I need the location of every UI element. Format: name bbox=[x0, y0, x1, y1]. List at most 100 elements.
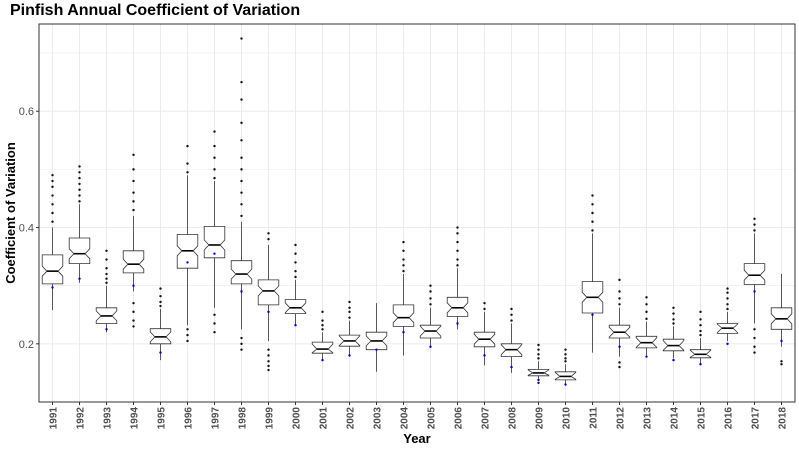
x-tick-label: 1992 bbox=[76, 407, 87, 430]
mean-point bbox=[240, 290, 243, 293]
x-tick-label: 2017 bbox=[751, 407, 762, 430]
mean-point bbox=[186, 261, 189, 264]
mean-point bbox=[753, 290, 756, 293]
outlier-point bbox=[591, 194, 594, 197]
outlier-point bbox=[456, 249, 459, 252]
outlier-point bbox=[132, 325, 135, 328]
outlier-point bbox=[483, 301, 486, 305]
mean-point bbox=[645, 355, 648, 358]
box-2009 bbox=[527, 343, 550, 385]
outlier-point bbox=[186, 339, 189, 343]
outlier-point bbox=[132, 179, 135, 183]
box-body bbox=[203, 225, 226, 259]
box-body bbox=[743, 263, 766, 285]
x-tick-label: 1999 bbox=[265, 407, 276, 430]
box-body bbox=[68, 237, 91, 265]
outlier-point bbox=[78, 182, 81, 186]
outlier-point bbox=[267, 348, 270, 351]
box-body bbox=[392, 304, 415, 327]
outlier-point bbox=[213, 331, 216, 334]
outlier-point bbox=[240, 191, 243, 194]
outlier-point bbox=[537, 381, 540, 385]
box-2000 bbox=[284, 243, 307, 327]
outlier-point bbox=[267, 237, 270, 241]
outlier-point bbox=[429, 284, 432, 287]
outlier-point bbox=[240, 37, 243, 40]
outlier-point bbox=[753, 223, 756, 226]
outlier-point bbox=[456, 240, 459, 244]
box-body bbox=[446, 296, 469, 317]
mean-point bbox=[591, 313, 594, 316]
outlier-point bbox=[591, 220, 594, 223]
outlier-point bbox=[213, 322, 216, 325]
x-tick-label: 2014 bbox=[670, 407, 681, 430]
mean-point bbox=[537, 378, 540, 382]
outlier-point bbox=[645, 303, 648, 306]
outlier-point bbox=[753, 328, 756, 331]
outlier-point bbox=[645, 296, 648, 299]
outlier-point bbox=[213, 176, 216, 180]
box-1993 bbox=[95, 249, 118, 333]
box-2012 bbox=[608, 278, 631, 369]
mean-point bbox=[456, 322, 459, 325]
outlier-point bbox=[402, 269, 405, 273]
box-body bbox=[311, 341, 334, 354]
box-body bbox=[284, 299, 307, 315]
y-tick-label: 0.2 bbox=[19, 339, 34, 351]
outlier-point bbox=[348, 306, 351, 309]
outlier-point bbox=[159, 300, 162, 304]
outlier-point bbox=[726, 291, 729, 294]
outlier-point bbox=[240, 348, 243, 351]
outlier-point bbox=[429, 297, 432, 300]
outlier-point bbox=[186, 144, 189, 148]
outlier-point bbox=[348, 310, 351, 314]
outlier-point bbox=[321, 319, 324, 322]
outlier-point bbox=[321, 328, 324, 331]
outlier-point bbox=[240, 80, 243, 84]
outlier-point bbox=[240, 98, 243, 101]
outlier-point bbox=[456, 226, 459, 229]
box-2018 bbox=[770, 274, 793, 366]
outlier-point bbox=[699, 333, 702, 337]
outlier-point bbox=[132, 319, 135, 322]
mean-point bbox=[294, 324, 297, 327]
x-tick-label: 2006 bbox=[454, 407, 465, 430]
x-tick-label: 2016 bbox=[724, 407, 735, 430]
outlier-point bbox=[240, 214, 243, 218]
x-tick-label: 2013 bbox=[643, 407, 654, 430]
x-tick-label: 2001 bbox=[319, 407, 330, 430]
outlier-point bbox=[672, 322, 675, 325]
x-tick-label: 1998 bbox=[238, 407, 249, 430]
y-tick-label: 0.4 bbox=[19, 223, 34, 235]
outlier-point bbox=[186, 333, 189, 337]
mean-point bbox=[699, 363, 702, 366]
mean-point bbox=[348, 354, 351, 357]
box-1998 bbox=[230, 37, 253, 351]
outlier-point bbox=[132, 200, 135, 203]
outlier-point bbox=[321, 310, 324, 314]
mean-point bbox=[564, 383, 567, 386]
mean-point bbox=[510, 365, 513, 369]
x-tick-label: 1993 bbox=[103, 407, 114, 430]
box-layer bbox=[41, 37, 793, 386]
box-2013 bbox=[635, 296, 658, 358]
outlier-point bbox=[105, 277, 108, 280]
box-2008 bbox=[500, 307, 523, 373]
outlier-point bbox=[456, 264, 459, 267]
outlier-point bbox=[753, 345, 756, 348]
y-axis: 0.2 0.4 0.6 bbox=[19, 106, 39, 351]
box-body bbox=[257, 279, 280, 306]
outlier-point bbox=[105, 272, 108, 276]
outlier-point bbox=[726, 307, 729, 311]
mean-point bbox=[51, 286, 54, 289]
mean-point bbox=[321, 358, 324, 362]
outlier-point bbox=[348, 300, 351, 304]
outlier-point bbox=[132, 301, 135, 305]
box-2017 bbox=[743, 217, 766, 354]
outlier-point bbox=[240, 203, 243, 206]
outlier-point bbox=[510, 313, 513, 316]
outlier-point bbox=[672, 312, 675, 315]
box-1997 bbox=[203, 130, 226, 334]
x-axis: 1991 1992 1993 1994 1995 1996 1997 1998 1999 2000… bbox=[49, 402, 789, 429]
outlier-point bbox=[510, 307, 513, 311]
